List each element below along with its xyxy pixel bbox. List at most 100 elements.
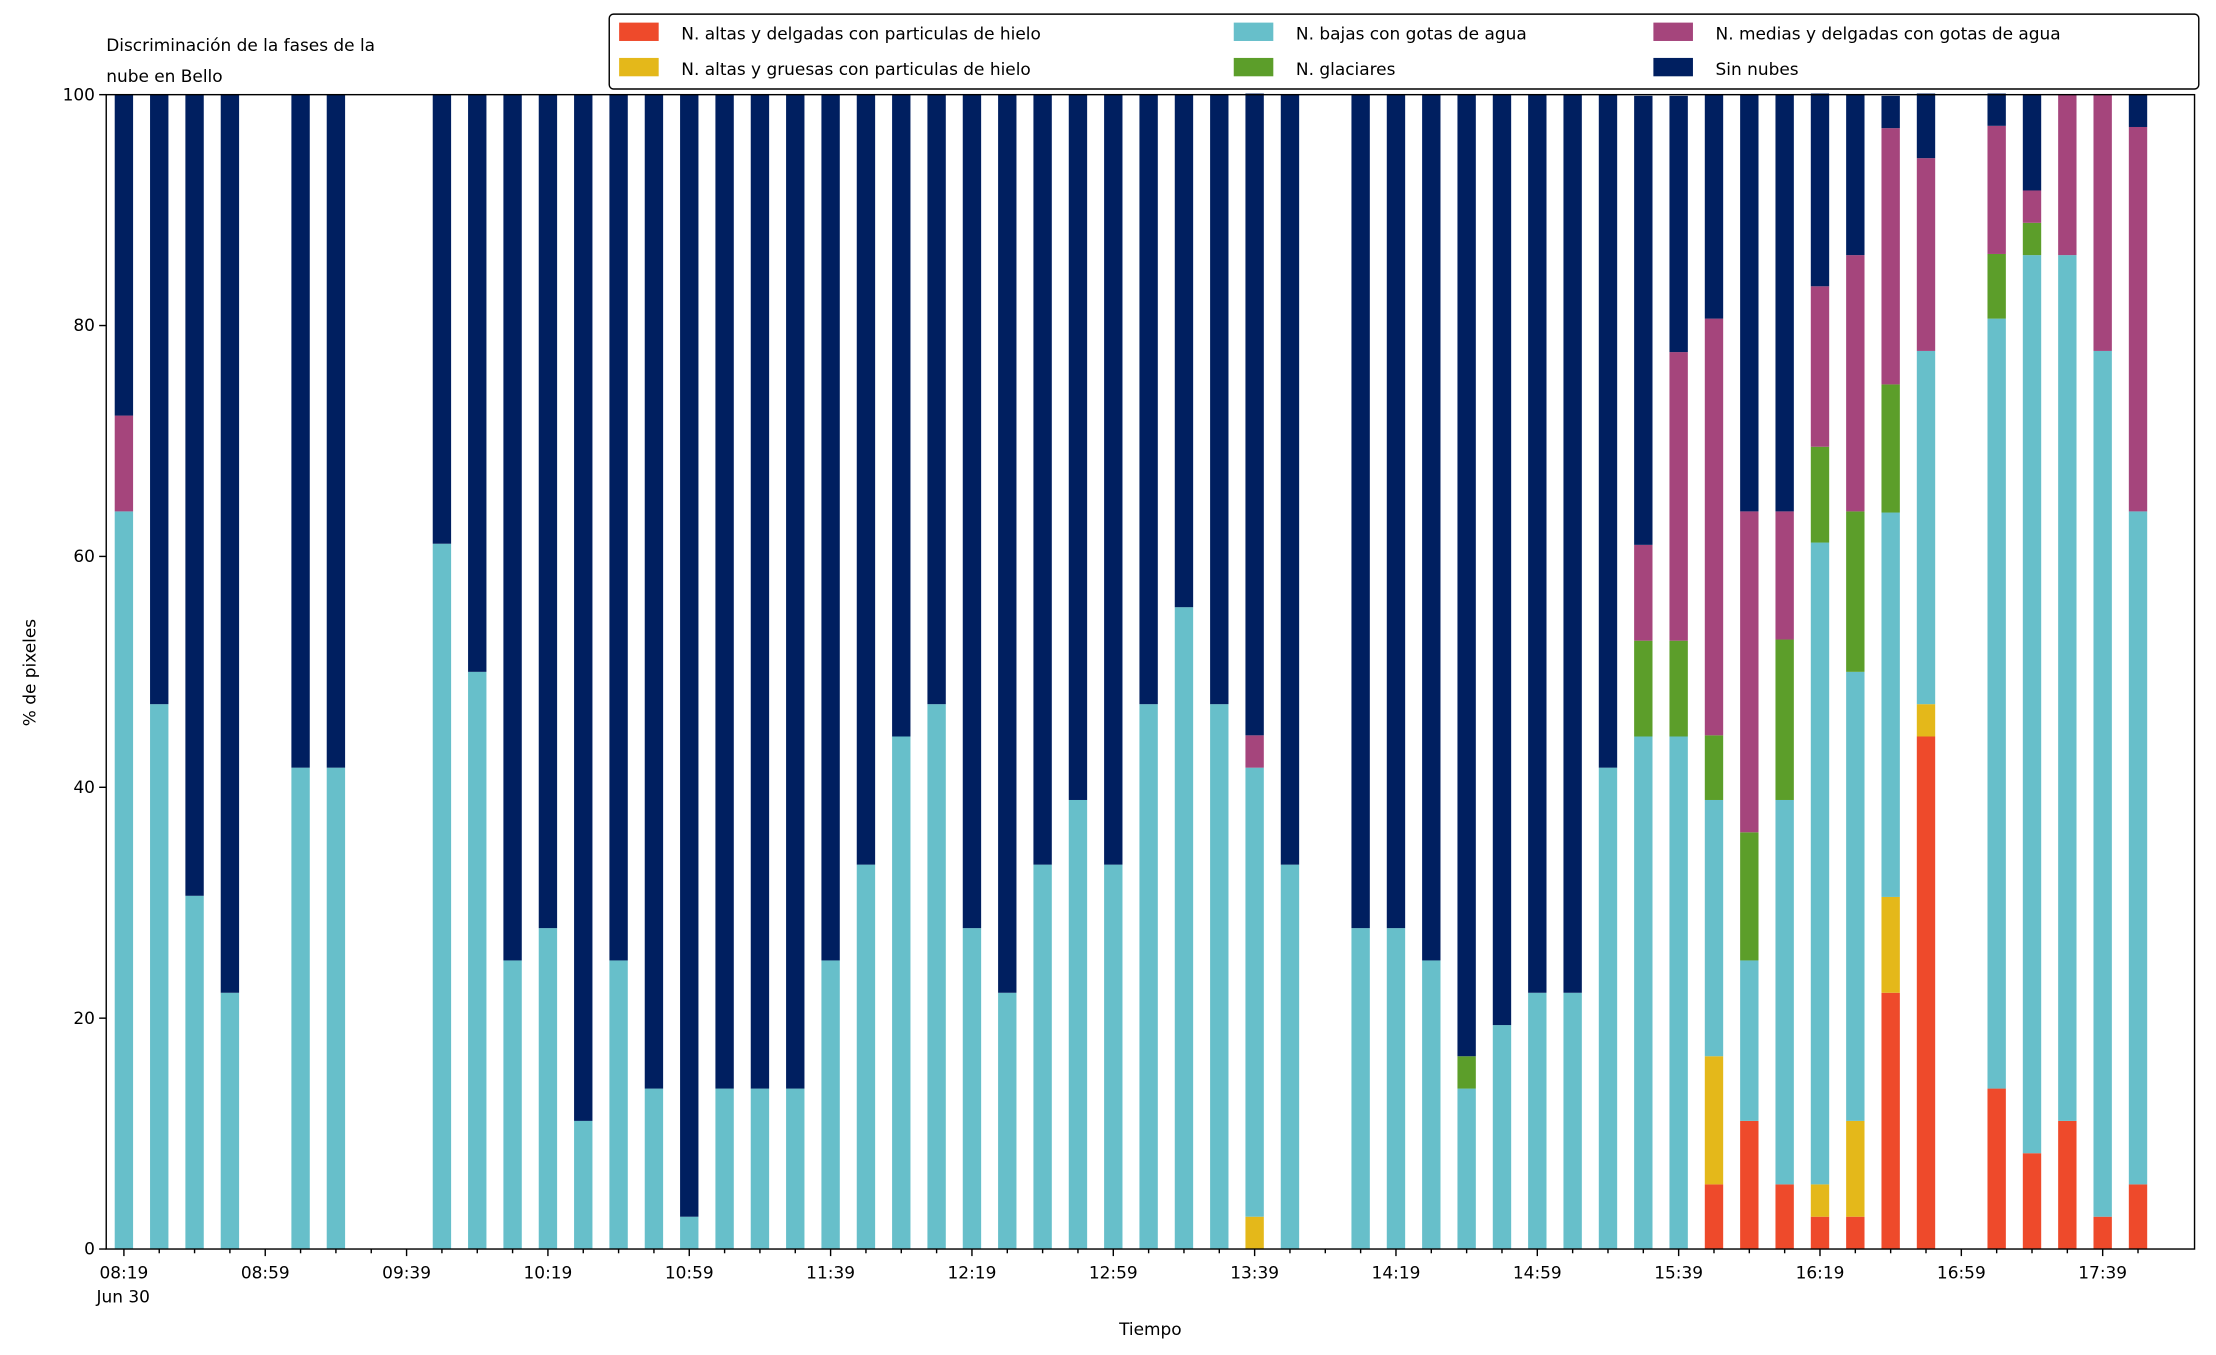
bar-segment: [1563, 94, 1582, 993]
x-tick-label: 08:59: [241, 1263, 290, 1283]
bar-segment: [1634, 640, 1653, 737]
bar-segment: [927, 94, 946, 705]
y-tick-label: 80: [73, 315, 95, 335]
bar-segment: [1846, 511, 1865, 672]
bar-segment: [1669, 640, 1688, 737]
bar-segment: [291, 767, 310, 1250]
bar-segment: [998, 992, 1017, 1250]
chart-title: Discriminación de la fases de la: [106, 35, 375, 55]
bar-segment: [1351, 928, 1370, 1250]
bar-segment: [1987, 93, 2006, 126]
bar-segment: [1457, 1088, 1476, 1250]
bar-segment: [1033, 864, 1052, 1250]
x-tick-label: 14:19: [1372, 1263, 1421, 1283]
bar-segment: [1280, 864, 1300, 1250]
bar-segment: [150, 704, 169, 1250]
bar-segment: [220, 94, 240, 993]
bar-segment: [1810, 1184, 1830, 1217]
legend-label: Sin nubes: [1716, 59, 1799, 79]
y-tick-label: 60: [73, 546, 95, 566]
bar-segment: [574, 1120, 593, 1250]
y-tick-label: 100: [63, 84, 95, 104]
bar-segment: [715, 94, 734, 1089]
bar-segment: [1987, 125, 2006, 254]
bar-segment: [1704, 799, 1724, 1057]
bar-segment: [2093, 94, 2112, 351]
bar-segment: [1563, 992, 1582, 1250]
bar-segment: [1846, 1216, 1865, 1250]
y-tick-label: 0: [84, 1239, 95, 1259]
bar-segment: [1775, 799, 1794, 1185]
bar-segment: [644, 1088, 664, 1250]
y-tick-label: 40: [73, 777, 95, 797]
bar-segment: [326, 767, 346, 1250]
bar-segment: [750, 94, 770, 1089]
x-tick-label: 12:19: [948, 1263, 997, 1283]
bar-segment: [2093, 1216, 2112, 1250]
legend-swatch: [1653, 22, 1693, 41]
bar-segment: [1846, 671, 1865, 1121]
bar-segment: [1457, 94, 1476, 1057]
bar-segment: [2022, 190, 2042, 223]
bar-segment: [1598, 94, 1618, 768]
bar-segment: [1457, 1056, 1476, 1089]
legend-swatch: [619, 57, 659, 77]
x-axis-label: Tiempo: [1118, 1319, 1182, 1339]
bar-segment: [1210, 704, 1229, 1250]
bar-segment: [503, 960, 522, 1250]
bar-segment: [1669, 736, 1688, 1250]
bar-segment: [1846, 255, 1865, 512]
bar-segment: [1916, 93, 1936, 159]
bar-segment: [2022, 94, 2042, 191]
legend-swatch: [1233, 57, 1274, 77]
bar-segment: [1881, 95, 1900, 129]
bar-segment: [114, 415, 134, 512]
bar-segment: [1280, 94, 1300, 865]
bar-segment: [291, 94, 310, 768]
bar-segment: [1210, 94, 1229, 705]
bar-segment: [1245, 1216, 1264, 1250]
bar-segment: [1634, 544, 1653, 641]
bar-segment: [892, 94, 911, 737]
legend-swatch: [1653, 57, 1693, 77]
bar-segment: [185, 94, 204, 896]
bar-segment: [821, 960, 840, 1250]
legend-box: [608, 13, 2200, 90]
x-tick-label: 14:59: [1513, 1263, 1562, 1283]
bar-segment: [962, 94, 982, 929]
legend-label: N. medias y delgadas con gotas de agua: [1716, 24, 2061, 44]
bar-segment: [326, 94, 346, 768]
bar-segment: [1704, 1184, 1724, 1250]
bar-segment: [1881, 128, 1900, 385]
y-axis-label: % de pixeles: [20, 619, 40, 726]
bar-segment: [114, 511, 134, 1250]
bar-segment: [468, 671, 487, 1250]
bar-segment: [1740, 1120, 1759, 1250]
bar-segment: [1528, 992, 1547, 1250]
bar-segment: [220, 992, 240, 1250]
bar-segment: [2058, 1120, 2077, 1250]
bar-segment: [1987, 253, 2006, 319]
bar-segment: [609, 960, 628, 1250]
bar-segment: [1634, 95, 1653, 545]
x-tick-label: 10:59: [665, 1263, 714, 1283]
x-tick-label: 16:59: [1937, 1263, 1986, 1283]
legend-swatch: [619, 22, 659, 41]
bar-segment: [468, 94, 487, 672]
bar-segment: [1245, 767, 1264, 1217]
bar-segment: [1139, 94, 1158, 705]
bar-segment: [1704, 94, 1724, 319]
bar-segment: [680, 94, 699, 1217]
bar-segment: [1669, 352, 1688, 641]
bar-segment: [1139, 704, 1158, 1250]
bar-segment: [786, 94, 805, 1089]
bar-segment: [1386, 94, 1406, 929]
legend-swatch: [1233, 22, 1274, 41]
bar-segment: [1104, 864, 1123, 1250]
legend-label: N. glaciares: [1296, 59, 1396, 79]
bar-segment: [1846, 1120, 1865, 1217]
bar-segment: [1810, 446, 1830, 543]
bar-segment: [856, 94, 876, 865]
bar-segment: [998, 94, 1017, 993]
y-tick-label: 20: [73, 1008, 95, 1028]
